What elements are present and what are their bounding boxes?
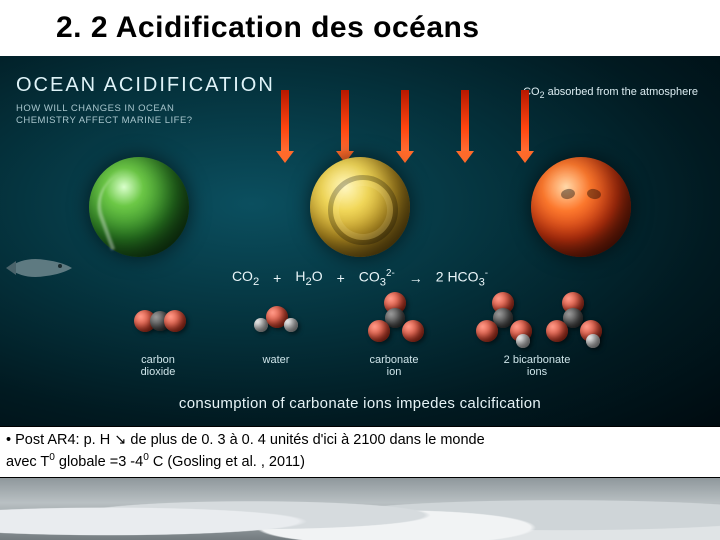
label-line: carbonate bbox=[370, 354, 419, 366]
label-line: water bbox=[263, 354, 290, 366]
molecule-bicarbonate: 2 bicarbonate ions bbox=[467, 290, 607, 378]
diagram-caption: consumption of carbonate ions impedes ca… bbox=[0, 395, 720, 412]
chemical-equation: CO2 + H2O + CO32- → 2 HCO3- bbox=[0, 268, 720, 288]
term-bicarbonate: 2 HCO3- bbox=[436, 268, 488, 288]
term-text: CO bbox=[359, 269, 380, 285]
shell-orb bbox=[310, 157, 410, 257]
bullet-line-1: • Post AR4: p. H ↘ de plus de 0. 3 à 0. … bbox=[6, 431, 714, 451]
molecule-model bbox=[542, 290, 602, 346]
arrow-down-icon bbox=[281, 90, 289, 154]
bullet-mid: de plus de 0. 3 à 0. 4 unités d'ici à 21… bbox=[126, 432, 484, 448]
bullet-pre: avec T bbox=[6, 453, 49, 469]
organism-orbs bbox=[0, 152, 720, 262]
molecule-co2: carbon dioxide bbox=[113, 290, 203, 378]
arrow-down-icon bbox=[461, 90, 469, 154]
plus-icon: + bbox=[337, 270, 345, 286]
down-right-arrow-icon: ↘ bbox=[114, 432, 126, 448]
molecule-model bbox=[472, 290, 532, 346]
ocean-acidification-diagram: OCEAN ACIDIFICATION HOW WILL CHANGES IN … bbox=[0, 56, 720, 426]
molecule-label: carbonate ion bbox=[370, 354, 419, 378]
label-line: carbon bbox=[141, 354, 175, 366]
label-line: dioxide bbox=[141, 366, 176, 378]
molecule-models-row: carbon dioxide water carbonate ion bbox=[0, 290, 720, 378]
absorption-arrows bbox=[0, 90, 720, 154]
term-text: CO bbox=[232, 268, 253, 284]
phytoplankton-orb bbox=[89, 157, 189, 257]
label-line: ions bbox=[527, 366, 547, 378]
bullet-post: C (Gosling et al. , 2011) bbox=[149, 453, 305, 469]
arrow-right-icon: → bbox=[409, 270, 422, 286]
molecule-label: carbon dioxide bbox=[141, 354, 176, 378]
molecule-label: 2 bicarbonate ions bbox=[504, 354, 571, 378]
bullet-prefix: • Post AR4: p. H bbox=[6, 432, 114, 448]
term-h2o: H2O bbox=[295, 268, 322, 288]
molecule-model bbox=[246, 290, 306, 346]
molecule-model bbox=[128, 290, 188, 346]
term-coef: 2 bbox=[436, 269, 448, 285]
molecule-water: water bbox=[231, 290, 321, 366]
arrow-down-icon bbox=[401, 90, 409, 154]
cloud-background bbox=[0, 478, 720, 540]
term-sup: 2- bbox=[386, 268, 395, 279]
label-line: 2 bicarbonate bbox=[504, 354, 571, 366]
molecule-pair bbox=[472, 290, 602, 346]
bullet-text: • Post AR4: p. H ↘ de plus de 0. 3 à 0. … bbox=[0, 426, 720, 478]
term-co2: CO2 bbox=[232, 268, 259, 288]
molecule-model bbox=[364, 290, 424, 346]
term-suffix: O bbox=[312, 268, 323, 284]
term-sub: 2 bbox=[253, 276, 259, 288]
molecule-label: water bbox=[263, 354, 290, 366]
coral-orb bbox=[531, 157, 631, 257]
bullet-line-2: avec T0 globale =3 -40 C (Gosling et al.… bbox=[6, 451, 714, 472]
plus-icon: + bbox=[273, 270, 281, 286]
arrow-down-icon bbox=[341, 90, 349, 154]
bullet-mid2: globale =3 -4 bbox=[55, 453, 143, 469]
title-bar: 2. 2 Acidification des océans bbox=[0, 0, 720, 56]
arrow-down-icon bbox=[521, 90, 529, 154]
term-text: HCO bbox=[447, 269, 478, 285]
term-text: H bbox=[295, 268, 305, 284]
term-sup: - bbox=[485, 268, 488, 279]
label-line: ion bbox=[387, 366, 402, 378]
molecule-carbonate: carbonate ion bbox=[349, 290, 439, 378]
term-carbonate: CO32- bbox=[359, 268, 395, 288]
slide-title: 2. 2 Acidification des océans bbox=[56, 11, 480, 45]
